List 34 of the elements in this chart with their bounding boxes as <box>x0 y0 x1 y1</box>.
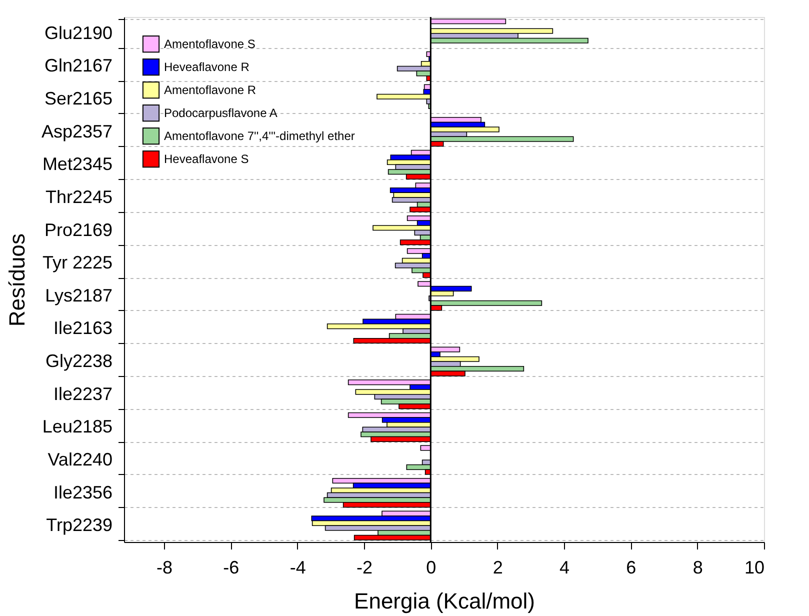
y-tick-label: Thr2245 <box>45 186 112 207</box>
x-tick-label: 6 <box>626 558 636 578</box>
legend-label: Podocarpusflavone A <box>164 106 278 120</box>
legend-label: Amentoflavone S <box>164 37 256 51</box>
x-tick-label: -2 <box>356 558 373 578</box>
y-tick-label: Val2240 <box>48 449 112 470</box>
x-tick-label: -4 <box>290 558 306 578</box>
y-tick-label: Glu2190 <box>44 22 112 43</box>
y-tick-label: Met2345 <box>42 154 112 174</box>
legend-label: Amentoflavone R <box>164 83 256 97</box>
y-tick-label: Tyr 2225 <box>42 252 112 273</box>
y-tick-label: Ile2356 <box>53 482 112 502</box>
x-tick-label: 4 <box>559 558 570 578</box>
legend-label: Heveaflavone S <box>164 152 249 166</box>
y-tick-label: Lys2187 <box>45 285 112 306</box>
y-tick-label: Leu2185 <box>42 416 112 437</box>
x-tick-label: -6 <box>223 558 240 578</box>
x-tick-label: 2 <box>492 558 503 578</box>
x-tick-label: -8 <box>156 558 173 578</box>
y-tick-label: Trp2239 <box>46 515 112 536</box>
x-tick-label: 8 <box>692 558 703 578</box>
x-axis-title: Energia (Kcal/mol) <box>354 588 535 614</box>
x-tick-label: 10 <box>744 558 764 578</box>
legend-label: Amentoflavone 7'',4'''-dimethyl ether <box>164 129 355 143</box>
y-tick-label: Gln2167 <box>44 56 112 76</box>
y-tick-label: Ile2237 <box>53 384 112 404</box>
x-tick-label: 0 <box>426 558 436 578</box>
y-tick-label: Ser2165 <box>44 88 112 109</box>
y-tick-label: Asp2357 <box>41 121 112 142</box>
y-tick-label: Gly2238 <box>45 351 112 372</box>
y-tick-label: Pro2169 <box>44 220 112 240</box>
y-tick-label: Ile2163 <box>53 318 112 338</box>
legend-label: Heveaflavone R <box>164 60 250 74</box>
y-axis-title: Resíduos <box>4 234 30 326</box>
